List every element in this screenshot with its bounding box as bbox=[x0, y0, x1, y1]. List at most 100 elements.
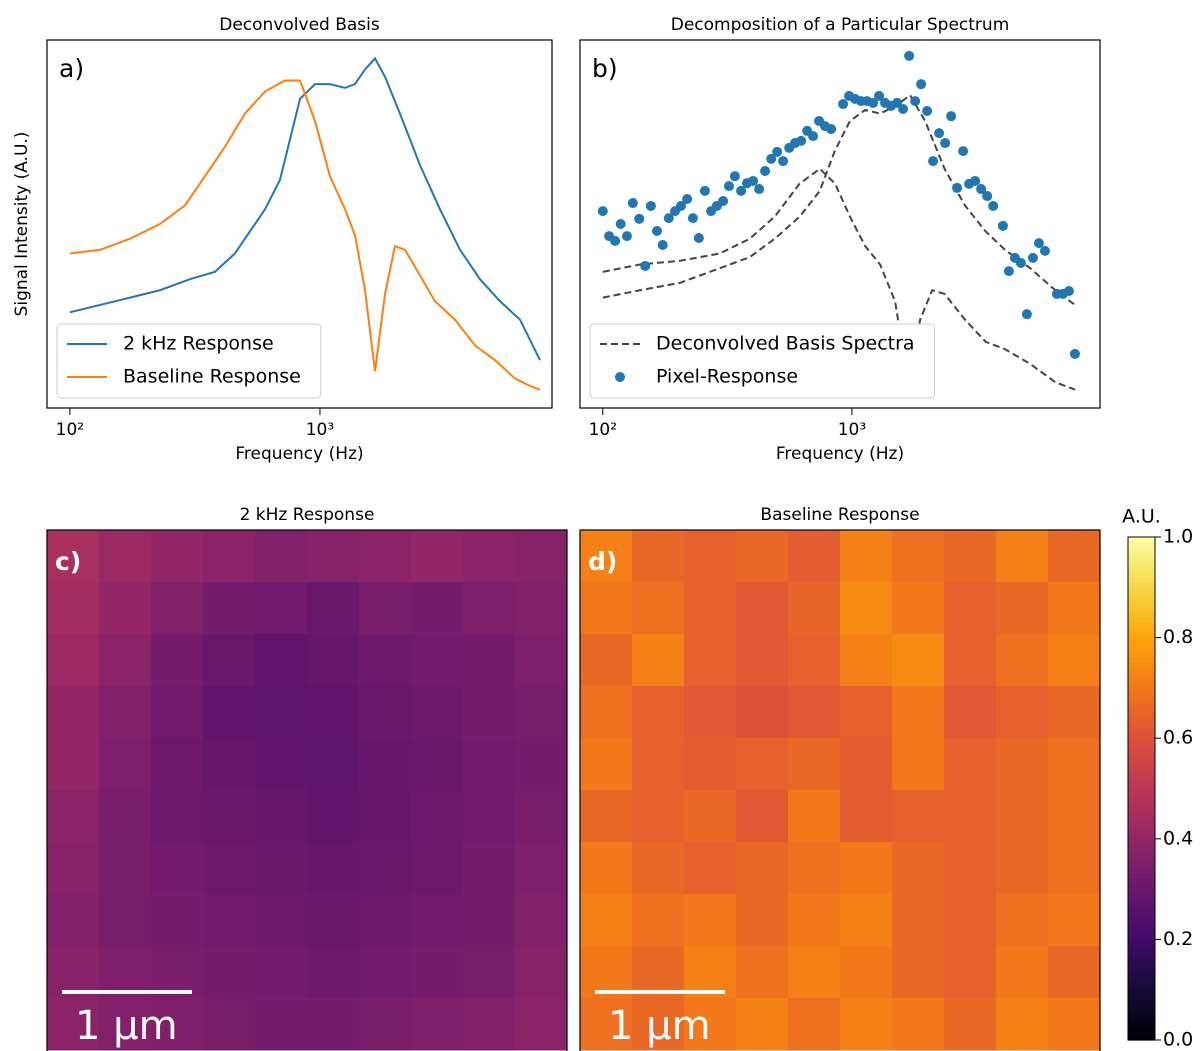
heat-cell bbox=[359, 842, 412, 895]
colorbar-segment bbox=[1128, 919, 1155, 925]
data-point bbox=[952, 182, 963, 193]
heat-cell bbox=[151, 686, 204, 739]
heat-cell bbox=[515, 530, 568, 583]
colorbar-segment bbox=[1128, 697, 1155, 704]
heat-cell bbox=[840, 738, 893, 791]
heat-cell bbox=[99, 686, 152, 739]
colorbar-segment bbox=[1128, 763, 1155, 769]
data-point bbox=[663, 213, 674, 224]
data-point bbox=[615, 219, 626, 229]
data-point bbox=[760, 166, 771, 177]
heat-cell bbox=[359, 634, 412, 687]
colorbar-segment bbox=[1128, 924, 1155, 930]
colorbar-segment bbox=[1128, 894, 1155, 900]
heat-cell bbox=[151, 582, 204, 635]
heat-cell bbox=[203, 582, 256, 635]
heat-cell bbox=[632, 686, 685, 739]
series-line bbox=[602, 93, 1076, 306]
heat-cell bbox=[359, 790, 412, 843]
data-point bbox=[826, 124, 837, 135]
colorbar-segment bbox=[1128, 557, 1155, 563]
heat-cell bbox=[944, 530, 997, 583]
colorbar-segment bbox=[1128, 612, 1155, 619]
heat-cell bbox=[580, 894, 633, 947]
panel-label: d) bbox=[588, 547, 617, 576]
colorbar-segment bbox=[1128, 808, 1155, 815]
colorbar-segment bbox=[1128, 1029, 1155, 1036]
colorbar-segment bbox=[1128, 652, 1155, 659]
heat-cell bbox=[684, 842, 737, 895]
heat-cell bbox=[1048, 530, 1101, 583]
heat-cell bbox=[47, 998, 100, 1051]
data-point bbox=[634, 213, 645, 224]
heat-cell bbox=[580, 634, 633, 687]
series-line bbox=[69, 79, 541, 391]
heat-cell bbox=[788, 738, 841, 791]
x-axis-label: Frequency (Hz) bbox=[235, 444, 363, 464]
colorbar-segment bbox=[1128, 657, 1155, 664]
colorbar-segment bbox=[1128, 702, 1155, 709]
colorbar-segment bbox=[1128, 562, 1155, 568]
colorbar-segment bbox=[1128, 627, 1155, 634]
scale-bar-label: 1 μm bbox=[608, 1003, 711, 1049]
heat-cell bbox=[580, 686, 633, 739]
colorbar-segment bbox=[1128, 552, 1155, 558]
heat-cell bbox=[580, 842, 633, 895]
legend-label: 2 kHz Response bbox=[123, 333, 274, 355]
heat-cell bbox=[996, 738, 1049, 791]
data-point bbox=[736, 185, 747, 196]
heat-cell bbox=[788, 634, 841, 687]
heat-cell bbox=[1048, 634, 1101, 687]
heat-cell bbox=[99, 842, 152, 895]
x-tick-label: 10² bbox=[589, 420, 617, 440]
colorbar-segment bbox=[1128, 758, 1155, 764]
heat-cell bbox=[515, 842, 568, 895]
heat-cell bbox=[944, 634, 997, 687]
heat-cell bbox=[892, 738, 945, 791]
series-line bbox=[602, 167, 1076, 391]
heat-cell bbox=[359, 998, 412, 1051]
heat-cell bbox=[580, 738, 633, 791]
data-point bbox=[1003, 266, 1014, 277]
heat-cell bbox=[1048, 582, 1101, 635]
heat-cell bbox=[203, 998, 256, 1051]
heat-cell bbox=[359, 686, 412, 739]
colorbar-segment bbox=[1128, 547, 1155, 553]
heat-cell bbox=[996, 998, 1049, 1051]
legend: Deconvolved Basis Spectra Pixel-Response bbox=[589, 323, 936, 399]
data-point bbox=[904, 50, 915, 61]
colorbar-segment bbox=[1128, 914, 1155, 920]
colorbar-segment bbox=[1128, 788, 1155, 795]
heat-cell bbox=[996, 686, 1049, 739]
heat-cell bbox=[944, 738, 997, 791]
heat-cell bbox=[255, 998, 308, 1051]
colorbar-segment bbox=[1128, 949, 1155, 956]
heat-cell bbox=[684, 894, 737, 947]
legend-label: Pixel-Response bbox=[656, 366, 798, 388]
heat-cell bbox=[684, 582, 737, 635]
colorbar-segment bbox=[1128, 868, 1155, 875]
heat-cell bbox=[463, 946, 516, 999]
heat-cell bbox=[99, 946, 152, 999]
heat-cell bbox=[255, 790, 308, 843]
colorbar-segment bbox=[1128, 848, 1155, 855]
heat-cell bbox=[99, 998, 152, 1051]
colorbar-tick-label: 1.0 bbox=[1163, 526, 1193, 548]
colorbar-segment bbox=[1128, 723, 1155, 729]
heat-cell bbox=[996, 894, 1049, 947]
heat-cell bbox=[515, 790, 568, 843]
heat-cell bbox=[307, 790, 360, 843]
heat-cell bbox=[892, 530, 945, 583]
colorbar-segment bbox=[1128, 904, 1155, 910]
heat-cell bbox=[99, 738, 152, 791]
legend-box bbox=[56, 323, 322, 399]
heat-cell bbox=[463, 790, 516, 843]
colorbar-segment bbox=[1128, 838, 1155, 845]
data-point bbox=[946, 111, 957, 122]
colorbar-segment bbox=[1128, 682, 1155, 689]
heat-cell bbox=[515, 894, 568, 947]
colorbar-segment bbox=[1128, 708, 1155, 714]
heat-cell bbox=[411, 634, 464, 687]
data-point bbox=[940, 138, 951, 149]
